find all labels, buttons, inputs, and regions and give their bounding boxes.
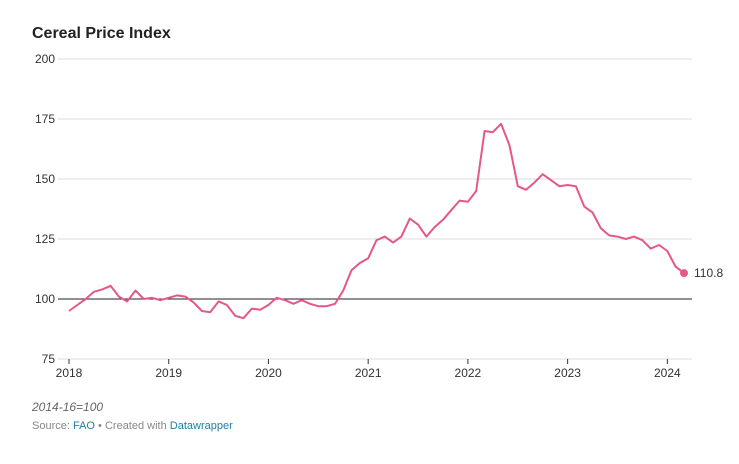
end-label: 110.8 — [694, 266, 723, 280]
credit-link[interactable]: Datawrapper — [170, 420, 233, 432]
source-link[interactable]: FAO — [73, 420, 95, 432]
x-tick-label: 2020 — [255, 366, 282, 380]
y-tick-label: 175 — [35, 112, 55, 126]
x-tick-label: 2019 — [155, 366, 182, 380]
y-tick-label: 125 — [35, 232, 55, 246]
y-tick-label: 75 — [42, 352, 56, 366]
x-tick-label: 2021 — [355, 366, 382, 380]
x-tick-label: 2018 — [56, 366, 83, 380]
source-label: Source: — [32, 420, 70, 432]
note: 2014-16=100 — [31, 400, 103, 414]
y-tick-label: 150 — [35, 172, 55, 186]
y-tick-label: 200 — [35, 52, 55, 66]
end-point — [680, 269, 688, 278]
credit-label: Created with — [105, 420, 167, 432]
y-tick-label: 100 — [35, 292, 55, 306]
x-tick-label: 2022 — [455, 366, 482, 380]
x-tick-label: 2023 — [554, 366, 581, 380]
source-line: Source: FAO • Created with Datawrapper — [32, 420, 233, 432]
chart-title: Cereal Price Index — [32, 25, 171, 42]
data-line — [68, 122, 685, 320]
x-tick-label: 2024 — [654, 366, 681, 380]
